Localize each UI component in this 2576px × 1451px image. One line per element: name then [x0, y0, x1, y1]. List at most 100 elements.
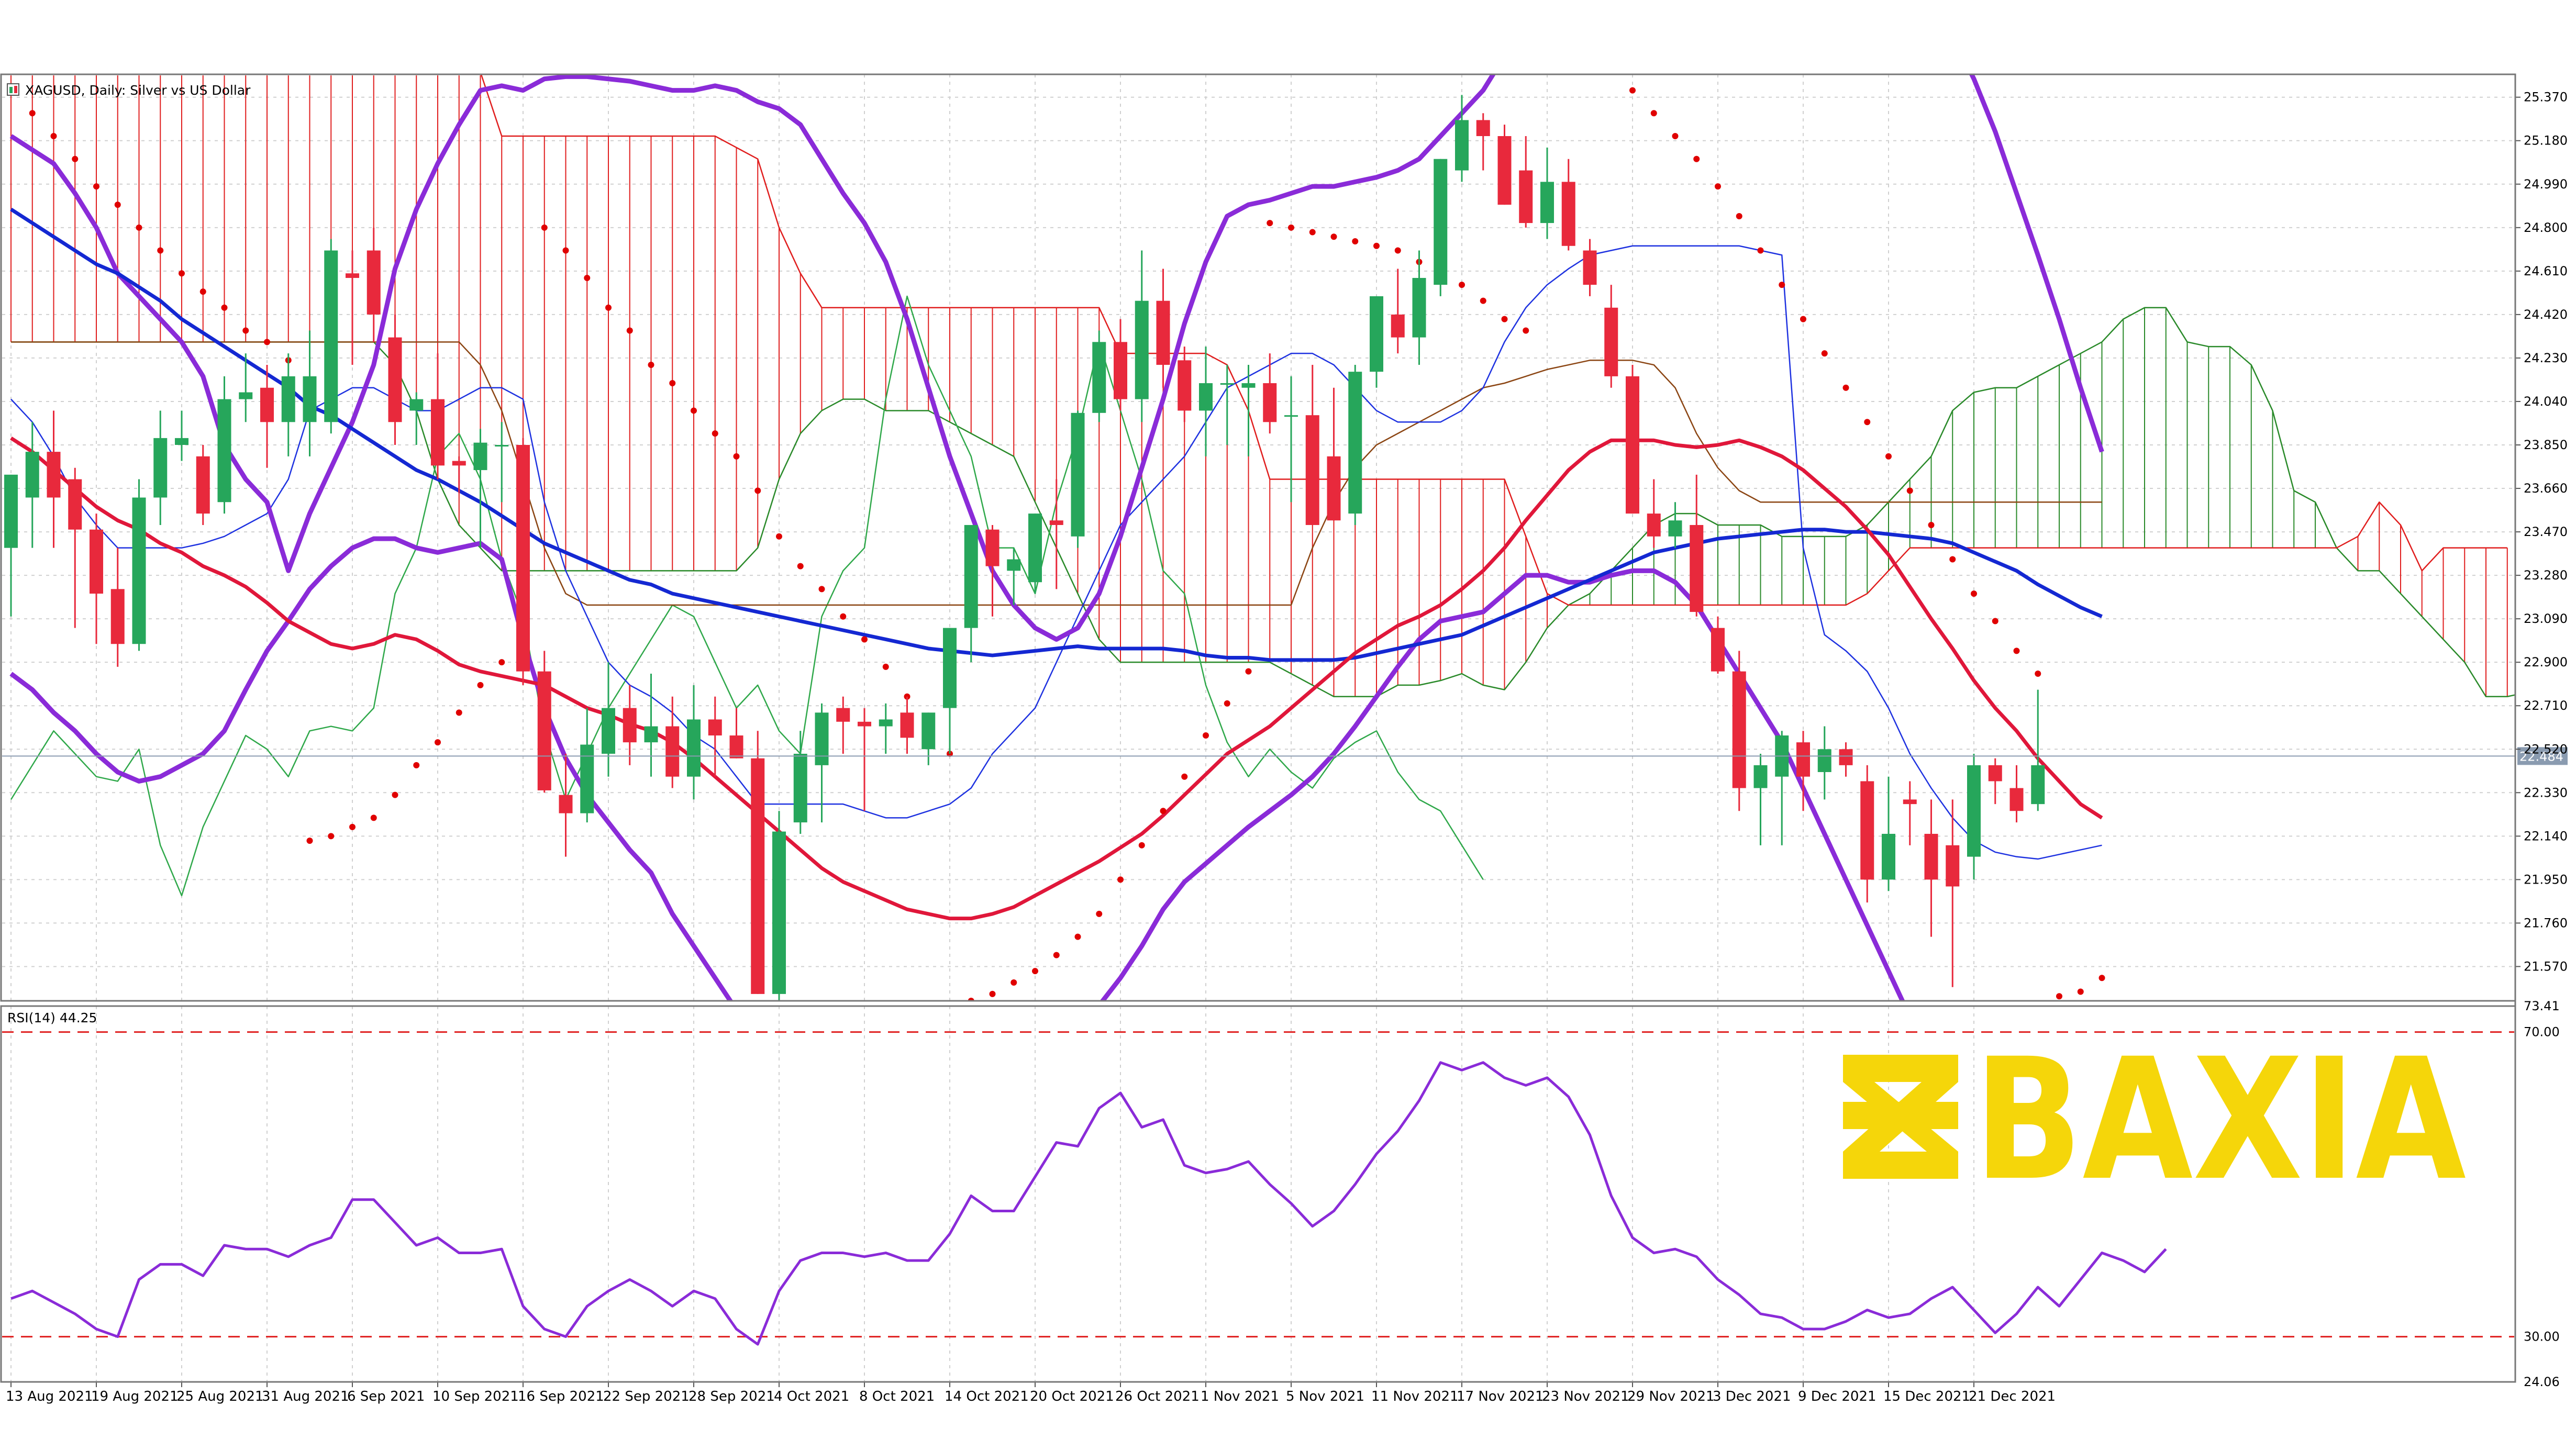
sar-dot — [72, 155, 79, 162]
sar-dot — [498, 659, 505, 666]
date-tick-label: 17 Nov 2021 — [1457, 1389, 1544, 1404]
sar-dot — [1480, 297, 1486, 304]
sar-dot — [179, 270, 185, 277]
rsi-title: RSI(14) 44.25 — [7, 1010, 97, 1025]
candle-body — [1434, 159, 1448, 285]
candle-body — [1882, 833, 1895, 880]
sar-dot — [370, 814, 377, 821]
candle-body — [1156, 300, 1170, 365]
price-tick-label: 22.520 — [2524, 742, 2568, 756]
candle-body — [793, 754, 807, 823]
date-tick-label: 13 Aug 2021 — [6, 1389, 93, 1404]
senkou-span-b-line — [480, 74, 2507, 606]
sar-dot — [1971, 590, 1977, 597]
candle-body — [1327, 456, 1341, 521]
candle-body — [1967, 765, 1981, 857]
candle-body — [665, 726, 680, 777]
candle-body — [1817, 749, 1831, 772]
sar-dot — [562, 247, 569, 254]
rsi-grid — [2, 1006, 2514, 1382]
candle-body — [1604, 307, 1618, 376]
price-tick-label: 23.470 — [2524, 524, 2568, 539]
candle-body — [1220, 383, 1234, 385]
sar-dot — [2056, 993, 2062, 1000]
sar-dot — [1459, 282, 1465, 288]
price-tick-label: 22.900 — [2524, 655, 2568, 669]
sar-dot — [1885, 453, 1892, 460]
parabolic-sar-dots — [8, 87, 2105, 1001]
sar-dot — [1096, 910, 1103, 917]
candle-body — [921, 712, 936, 750]
sar-dot — [221, 304, 228, 311]
sar-dot — [882, 663, 889, 670]
date-tick-label: 9 Dec 2021 — [1798, 1389, 1877, 1404]
date-tick-label: 29 Nov 2021 — [1627, 1389, 1715, 1404]
candle-body — [303, 376, 317, 422]
sar-dot — [648, 362, 654, 369]
price-axis: 25.370 25.180 24.990 24.800 24.610 24.420 24.2… — [2515, 90, 2568, 974]
candle-body — [196, 456, 210, 514]
date-tick-label: 14 Oct 2021 — [945, 1389, 1029, 1404]
price-tick-label: 21.570 — [2524, 959, 2568, 974]
candle-body — [1732, 671, 1746, 788]
symbol-icon — [7, 83, 19, 96]
candle-body — [452, 461, 466, 466]
date-tick-label: 31 Aug 2021 — [262, 1389, 349, 1404]
candle-body — [1007, 559, 1021, 571]
candle-body — [1370, 296, 1383, 372]
sar-dot — [114, 202, 121, 208]
sar-dot — [691, 407, 697, 414]
sar-dot — [1992, 618, 1998, 624]
candle-body — [1583, 250, 1597, 285]
sar-dot — [797, 563, 804, 570]
sar-dot — [712, 430, 718, 437]
rsi-tick-label: 73.41 — [2524, 999, 2560, 1013]
candle-body — [2009, 788, 2024, 811]
sar-dot — [157, 247, 164, 254]
date-tick-label: 16 Sep 2021 — [518, 1389, 604, 1404]
date-tick-label: 28 Sep 2021 — [689, 1389, 775, 1404]
candle-body — [1561, 182, 1575, 246]
candle-body — [25, 452, 39, 498]
candle-body — [281, 376, 295, 422]
price-tick-label: 24.610 — [2524, 264, 2568, 278]
sar-dot — [1309, 229, 1316, 236]
candle-body — [1988, 765, 2002, 782]
sar-dot — [818, 586, 825, 593]
sar-dot — [989, 990, 996, 997]
sar-dot — [1394, 247, 1401, 254]
sar-dot — [1181, 773, 1188, 780]
candle-body — [1924, 833, 1938, 880]
sar-dot — [840, 613, 847, 620]
candle-body — [68, 479, 82, 530]
bollinger-lower-band — [9, 536, 1905, 1001]
sar-dot — [1011, 979, 1017, 986]
sar-dot — [29, 110, 36, 117]
date-tick-label: 5 Nov 2021 — [1286, 1389, 1364, 1404]
sar-dot — [392, 791, 398, 798]
candle-body — [1753, 765, 1768, 788]
candle-body — [1946, 845, 1960, 887]
sar-dot — [1928, 521, 1935, 528]
candle-body — [1860, 781, 1874, 880]
moving-average-slow — [10, 207, 2103, 662]
candle-body — [1284, 415, 1298, 417]
candle-body — [1668, 520, 1682, 537]
date-tick-label: 20 Oct 2021 — [1030, 1389, 1114, 1404]
candle-body — [1263, 383, 1277, 422]
candle-body — [708, 719, 722, 736]
sar-dot — [242, 327, 249, 334]
candle-body — [132, 497, 146, 644]
price-tick-label: 22.710 — [2524, 698, 2568, 713]
sar-dot — [1288, 224, 1294, 231]
candle-body — [346, 273, 359, 278]
candle-body — [1412, 277, 1426, 338]
candle-body — [1391, 314, 1405, 338]
sar-dot — [349, 823, 356, 830]
candle-body — [239, 392, 253, 399]
sar-dot — [584, 274, 591, 281]
candle-body — [1626, 376, 1639, 514]
rsi-axis: 73.41 70.00 30.00 24.06 — [2524, 999, 2560, 1389]
date-tick-label: 21 Dec 2021 — [1969, 1389, 2056, 1404]
